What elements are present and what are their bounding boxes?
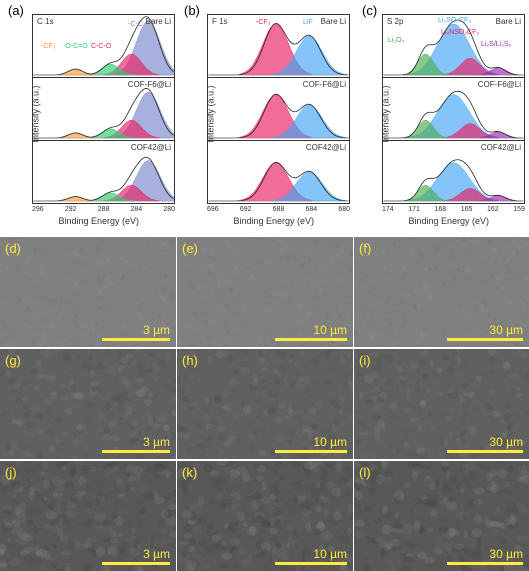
panel-label-d: (d): [5, 241, 21, 256]
subchart-c-2: COF42@Li: [383, 141, 524, 203]
panel-label-j: (j): [5, 465, 17, 480]
scalebar-e: 10 µm: [275, 323, 347, 341]
peak-label: C-C-O: [91, 43, 111, 50]
scalebar-k: 10 µm: [275, 547, 347, 565]
scalebar-line: [102, 338, 170, 341]
scalebar-text: 3 µm: [143, 435, 170, 449]
sample-label: Bare Li: [496, 17, 521, 26]
scalebar-line: [447, 338, 523, 341]
scalebar-h: 10 µm: [275, 435, 347, 453]
sem-image-d: (d) 3 µm: [0, 237, 176, 347]
subchart-c-0: Bare Li S 2p Li₂SO₂CF₃ Li₂NSO₂CF₃ Li₂O₃ Li₂S/…: [383, 15, 524, 78]
xps-chart-a: Bare Li C 1s -CF₃ -O-C=OC-C-O -C-C COF-F6@Li C…: [32, 14, 175, 204]
sample-label: COF42@Li: [131, 143, 171, 152]
scalebar-f: 30 µm: [447, 323, 523, 341]
sample-label: COF-F6@Li: [478, 80, 521, 89]
scalebar-text: 3 µm: [143, 323, 170, 337]
scalebar-text: 30 µm: [489, 435, 523, 449]
subchart-b-2: COF42@Li: [208, 141, 349, 203]
scalebar-line: [275, 450, 347, 453]
ylabel-c: Intensity (a.u.): [381, 85, 391, 142]
scalebar-d: 3 µm: [102, 323, 170, 341]
peak-label: LiF: [303, 19, 313, 26]
panel-label-b: (b): [184, 3, 200, 18]
xlabel-c: Binding Energy (eV): [409, 216, 490, 226]
scalebar-text: 3 µm: [143, 547, 170, 561]
xlabel-b: Binding Energy (eV): [234, 216, 315, 226]
panel-label-c: (c): [362, 3, 377, 18]
scalebar-line: [275, 338, 347, 341]
spectrum-title: S 2p: [387, 17, 403, 26]
scalebar-text: 10 µm: [313, 323, 347, 337]
scalebar-line: [102, 562, 170, 565]
scalebar-j: 3 µm: [102, 547, 170, 565]
peak-label: Li₂NSO₂CF₃: [441, 29, 479, 36]
sem-image-f: (f) 30 µm: [354, 237, 529, 347]
subchart-a-1: COF-F6@Li: [33, 78, 174, 141]
subchart-b-0: Bare Li F 1s -CF₃ LiF: [208, 15, 349, 78]
sample-label: COF-F6@Li: [128, 80, 171, 89]
panel-label-l: (l): [359, 465, 371, 480]
subchart-c-1: COF-F6@Li: [383, 78, 524, 141]
sem-image-k: (k) 10 µm: [177, 461, 353, 571]
sem-image-l: (l) 30 µm: [354, 461, 529, 571]
sample-label: Bare Li: [146, 17, 171, 26]
peak-label: -O-C=O: [63, 43, 88, 50]
sample-label: COF-F6@Li: [303, 80, 346, 89]
spectrum-title: C 1s: [37, 17, 53, 26]
sample-label: Bare Li: [321, 17, 346, 26]
panel-label-f: (f): [359, 241, 371, 256]
sem-image-h: (h) 10 µm: [177, 349, 353, 459]
subchart-a-2: COF42@Li: [33, 141, 174, 203]
panel-label-e: (e): [182, 241, 198, 256]
scalebar-text: 10 µm: [313, 547, 347, 561]
sem-image-g: (g) 3 µm: [0, 349, 176, 459]
xticks-c: 174171168165162159: [382, 206, 525, 213]
sample-label: COF42@Li: [481, 143, 521, 152]
scalebar-line: [102, 450, 170, 453]
spectrum-title: F 1s: [212, 17, 228, 26]
ylabel-b: Intensity (a.u.): [206, 85, 216, 142]
ylabel-a: Intensity (a.u.): [31, 85, 41, 142]
peak-label: -C-C: [128, 21, 143, 28]
peak-label: Li₂S/Li₂S₂: [481, 41, 511, 48]
sem-image-j: (j) 3 µm: [0, 461, 176, 571]
panel-label-i: (i): [359, 353, 371, 368]
panel-label-k: (k): [182, 465, 197, 480]
xticks-a: 296292288284280: [32, 206, 175, 213]
panel-label-h: (h): [182, 353, 198, 368]
peak-label: Li₂SO₂CF₃: [438, 17, 471, 24]
xps-chart-c: Bare Li S 2p Li₂SO₂CF₃ Li₂NSO₂CF₃ Li₂O₃ Li₂S/…: [382, 14, 525, 204]
scalebar-g: 3 µm: [102, 435, 170, 453]
scalebar-i: 30 µm: [447, 435, 523, 453]
xlabel-a: Binding Energy (eV): [59, 216, 140, 226]
scalebar-text: 30 µm: [489, 323, 523, 337]
subchart-b-1: COF-F6@Li: [208, 78, 349, 141]
scalebar-l: 30 µm: [447, 547, 523, 565]
scalebar-text: 10 µm: [313, 435, 347, 449]
panel-label-g: (g): [5, 353, 21, 368]
peak-label: -CF₃: [41, 43, 56, 50]
peak-label: -CF₃: [256, 19, 271, 26]
scalebar-line: [447, 450, 523, 453]
panel-label-a: (a): [8, 3, 24, 18]
scalebar-line: [275, 562, 347, 565]
sample-label: COF42@Li: [306, 143, 346, 152]
subchart-a-0: Bare Li C 1s -CF₃ -O-C=OC-C-O -C-C: [33, 15, 174, 78]
sem-image-e: (e) 10 µm: [177, 237, 353, 347]
scalebar-text: 30 µm: [489, 547, 523, 561]
xps-chart-b: Bare Li F 1s -CF₃ LiF COF-F6@Li COF42@Li: [207, 14, 350, 204]
peak-label: Li₂O₃: [388, 37, 404, 44]
xticks-b: 696692688684680: [207, 206, 350, 213]
scalebar-line: [447, 562, 523, 565]
sem-image-i: (i) 30 µm: [354, 349, 529, 459]
